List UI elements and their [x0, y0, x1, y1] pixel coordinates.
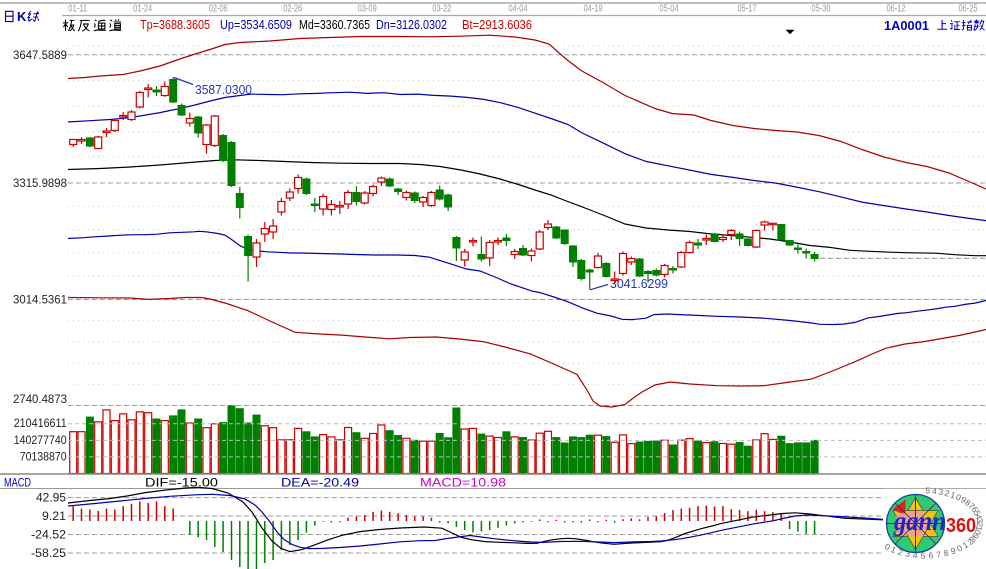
svg-text:2: 2 [897, 547, 905, 558]
svg-text:3315.9898: 3315.9898 [13, 178, 67, 190]
svg-text:2740.4873: 2740.4873 [13, 394, 67, 406]
svg-text:360: 360 [946, 515, 976, 537]
svg-text:7: 7 [967, 501, 978, 512]
svg-text:4: 4 [912, 550, 918, 560]
svg-text:3647.5889: 3647.5889 [13, 50, 67, 62]
svg-text:6: 6 [928, 550, 934, 560]
svg-text:Md=3360.7365: Md=3360.7365 [299, 17, 370, 32]
svg-text:2: 2 [975, 522, 985, 528]
svg-text:Bt=2913.6036: Bt=2913.6036 [462, 17, 532, 32]
svg-text:0: 0 [954, 492, 963, 503]
svg-text:4: 4 [932, 486, 938, 496]
svg-text:7: 7 [936, 549, 943, 560]
svg-text:05-17: 05-17 [738, 4, 757, 15]
svg-text:4: 4 [974, 513, 985, 521]
svg-text:MACD: MACD [4, 476, 31, 490]
svg-text:2: 2 [965, 536, 975, 547]
svg-text:3: 3 [975, 518, 986, 524]
svg-text:3: 3 [904, 548, 911, 559]
svg-text:8: 8 [967, 534, 978, 545]
svg-text:01-24: 01-24 [133, 4, 152, 15]
svg-text:3: 3 [938, 487, 945, 498]
svg-text:01-11: 01-11 [68, 4, 87, 15]
svg-text:03-22: 03-22 [432, 4, 451, 15]
svg-text:Up=3534.6509: Up=3534.6509 [220, 17, 292, 32]
svg-text:9: 9 [970, 531, 981, 541]
svg-text:-58.25: -58.25 [31, 548, 66, 560]
svg-text:DEA=-20.49: DEA=-20.49 [281, 476, 359, 490]
svg-text:1: 1 [949, 490, 957, 501]
svg-text:02-26: 02-26 [283, 4, 302, 15]
svg-text:02-06: 02-06 [209, 4, 228, 15]
svg-text:Tp=3688.3605: Tp=3688.3605 [140, 17, 210, 32]
svg-text:9: 9 [959, 494, 968, 505]
svg-text:1A0001: 1A0001 [884, 18, 929, 33]
svg-text:5: 5 [925, 485, 930, 495]
svg-text:K: K [17, 9, 27, 24]
svg-text:3041.6299: 3041.6299 [610, 276, 668, 291]
svg-text:5: 5 [921, 550, 926, 560]
svg-text:8: 8 [963, 497, 973, 508]
svg-text:1: 1 [974, 525, 985, 533]
svg-text:06-25: 06-25 [959, 4, 978, 15]
svg-text:70138870: 70138870 [20, 451, 67, 463]
svg-text:04-19: 04-19 [584, 4, 603, 15]
svg-text:03-09: 03-09 [358, 4, 377, 15]
svg-text:3587.0300: 3587.0300 [195, 82, 252, 97]
svg-text:DIF=-15.00: DIF=-15.00 [145, 476, 218, 490]
svg-text:9.21: 9.21 [42, 511, 66, 523]
svg-text:42.95: 42.95 [36, 493, 66, 505]
svg-text:8: 8 [943, 548, 950, 559]
svg-text:0: 0 [972, 528, 983, 537]
svg-text:1: 1 [890, 544, 898, 555]
svg-text:04-04: 04-04 [509, 4, 528, 15]
svg-text:0: 0 [955, 543, 964, 554]
svg-text:9: 9 [949, 545, 957, 556]
svg-text:1: 1 [961, 539, 971, 550]
svg-text:140277740: 140277740 [14, 435, 67, 447]
svg-text:06-12: 06-12 [887, 4, 906, 15]
svg-text:Dn=3126.0302: Dn=3126.0302 [376, 17, 447, 32]
svg-text:2: 2 [944, 488, 951, 499]
svg-text:6: 6 [970, 504, 981, 514]
svg-text:-24.52: -24.52 [31, 530, 66, 542]
svg-text:5: 5 [972, 509, 983, 518]
svg-text:gann: gann [893, 506, 946, 536]
svg-text:210416611: 210416611 [14, 418, 67, 430]
svg-text:3014.5361: 3014.5361 [13, 295, 67, 307]
svg-text:05-30: 05-30 [812, 4, 831, 15]
svg-text:MACD=10.98: MACD=10.98 [420, 476, 506, 490]
svg-text:0: 0 [883, 541, 892, 552]
svg-text:05-04: 05-04 [660, 4, 679, 15]
